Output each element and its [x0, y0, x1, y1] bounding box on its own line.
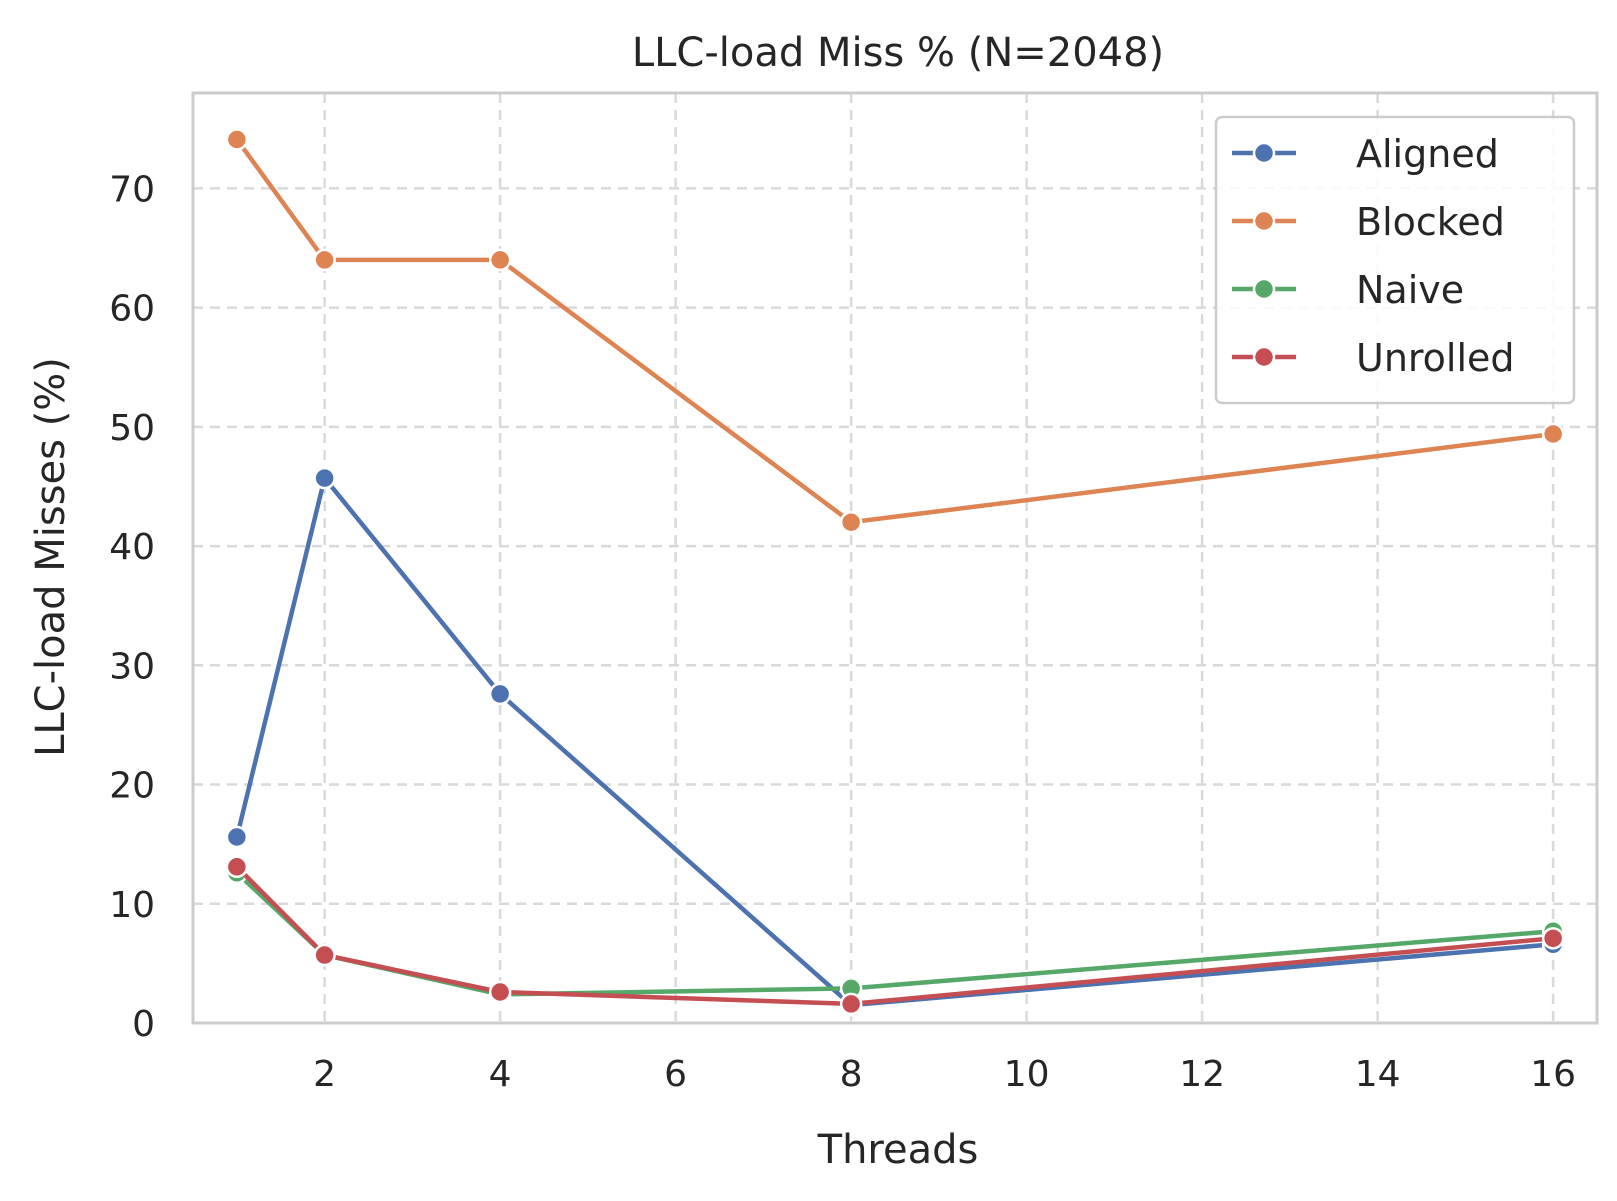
y-tick-label: 10: [109, 885, 155, 926]
data-point: [1541, 927, 1565, 950]
y-tick-label: 0: [132, 1004, 155, 1045]
series-blocked: [225, 128, 1565, 534]
x-tick-label: 2: [313, 1054, 336, 1095]
legend-item-aligned: Aligned: [1232, 132, 1499, 176]
series-layer: [225, 128, 1565, 1017]
y-tick-label: 70: [109, 169, 155, 210]
legend: Aligned Blocked Naive Unrolled: [1214, 115, 1576, 405]
legend-marker: [1252, 141, 1276, 165]
data-point: [839, 510, 863, 534]
data-point: [313, 943, 336, 967]
x-axis-label: Threads: [817, 1127, 979, 1173]
y-axis-label: LLC-load Misses (%): [28, 357, 74, 757]
x-tick-label: 10: [1004, 1054, 1050, 1095]
series-unrolled: [225, 855, 1565, 1016]
legend-item-unrolled: Unrolled: [1232, 336, 1515, 380]
x-tick-label: 16: [1530, 1054, 1576, 1095]
x-tick-label: 4: [489, 1054, 512, 1095]
data-point: [488, 980, 512, 1004]
legend-label: Aligned: [1356, 132, 1499, 176]
data-point: [313, 466, 336, 490]
legend-item-blocked: Blocked: [1232, 200, 1505, 244]
x-tick-label: 6: [664, 1054, 687, 1095]
data-point: [225, 825, 249, 849]
y-tick-label: 20: [109, 766, 155, 807]
y-axis-ticks: 0 10 20 30 40 50 60 70: [109, 169, 155, 1045]
x-tick-label: 8: [840, 1054, 863, 1095]
legend-label: Naive: [1356, 268, 1464, 312]
legend-marker: [1252, 345, 1276, 369]
chart-title: LLC-load Miss % (N=2048): [632, 30, 1164, 76]
legend-label: Unrolled: [1356, 336, 1515, 380]
legend-items: Aligned Blocked Naive Unrolled: [1232, 132, 1515, 380]
legend-box: [1214, 115, 1576, 405]
legend-label: Blocked: [1356, 200, 1505, 244]
y-tick-label: 60: [109, 289, 155, 330]
data-point: [225, 855, 249, 879]
plot-frame: [191, 91, 1599, 1025]
data-point: [488, 682, 512, 706]
legend-item-naive: Naive: [1232, 268, 1464, 312]
x-tick-label: 14: [1355, 1054, 1401, 1095]
data-point: [225, 128, 249, 151]
y-tick-label: 50: [109, 408, 155, 449]
legend-marker: [1252, 209, 1276, 233]
data-point: [488, 248, 512, 272]
legend-marker: [1252, 277, 1276, 301]
x-tick-label: 12: [1179, 1054, 1225, 1095]
data-point: [1541, 422, 1565, 446]
data-point: [839, 992, 863, 1016]
data-point: [313, 248, 336, 272]
y-tick-label: 40: [109, 527, 155, 568]
y-tick-label: 30: [109, 646, 155, 687]
x-axis-ticks: 2 4 6 8 10 12 14 16: [313, 1054, 1576, 1095]
